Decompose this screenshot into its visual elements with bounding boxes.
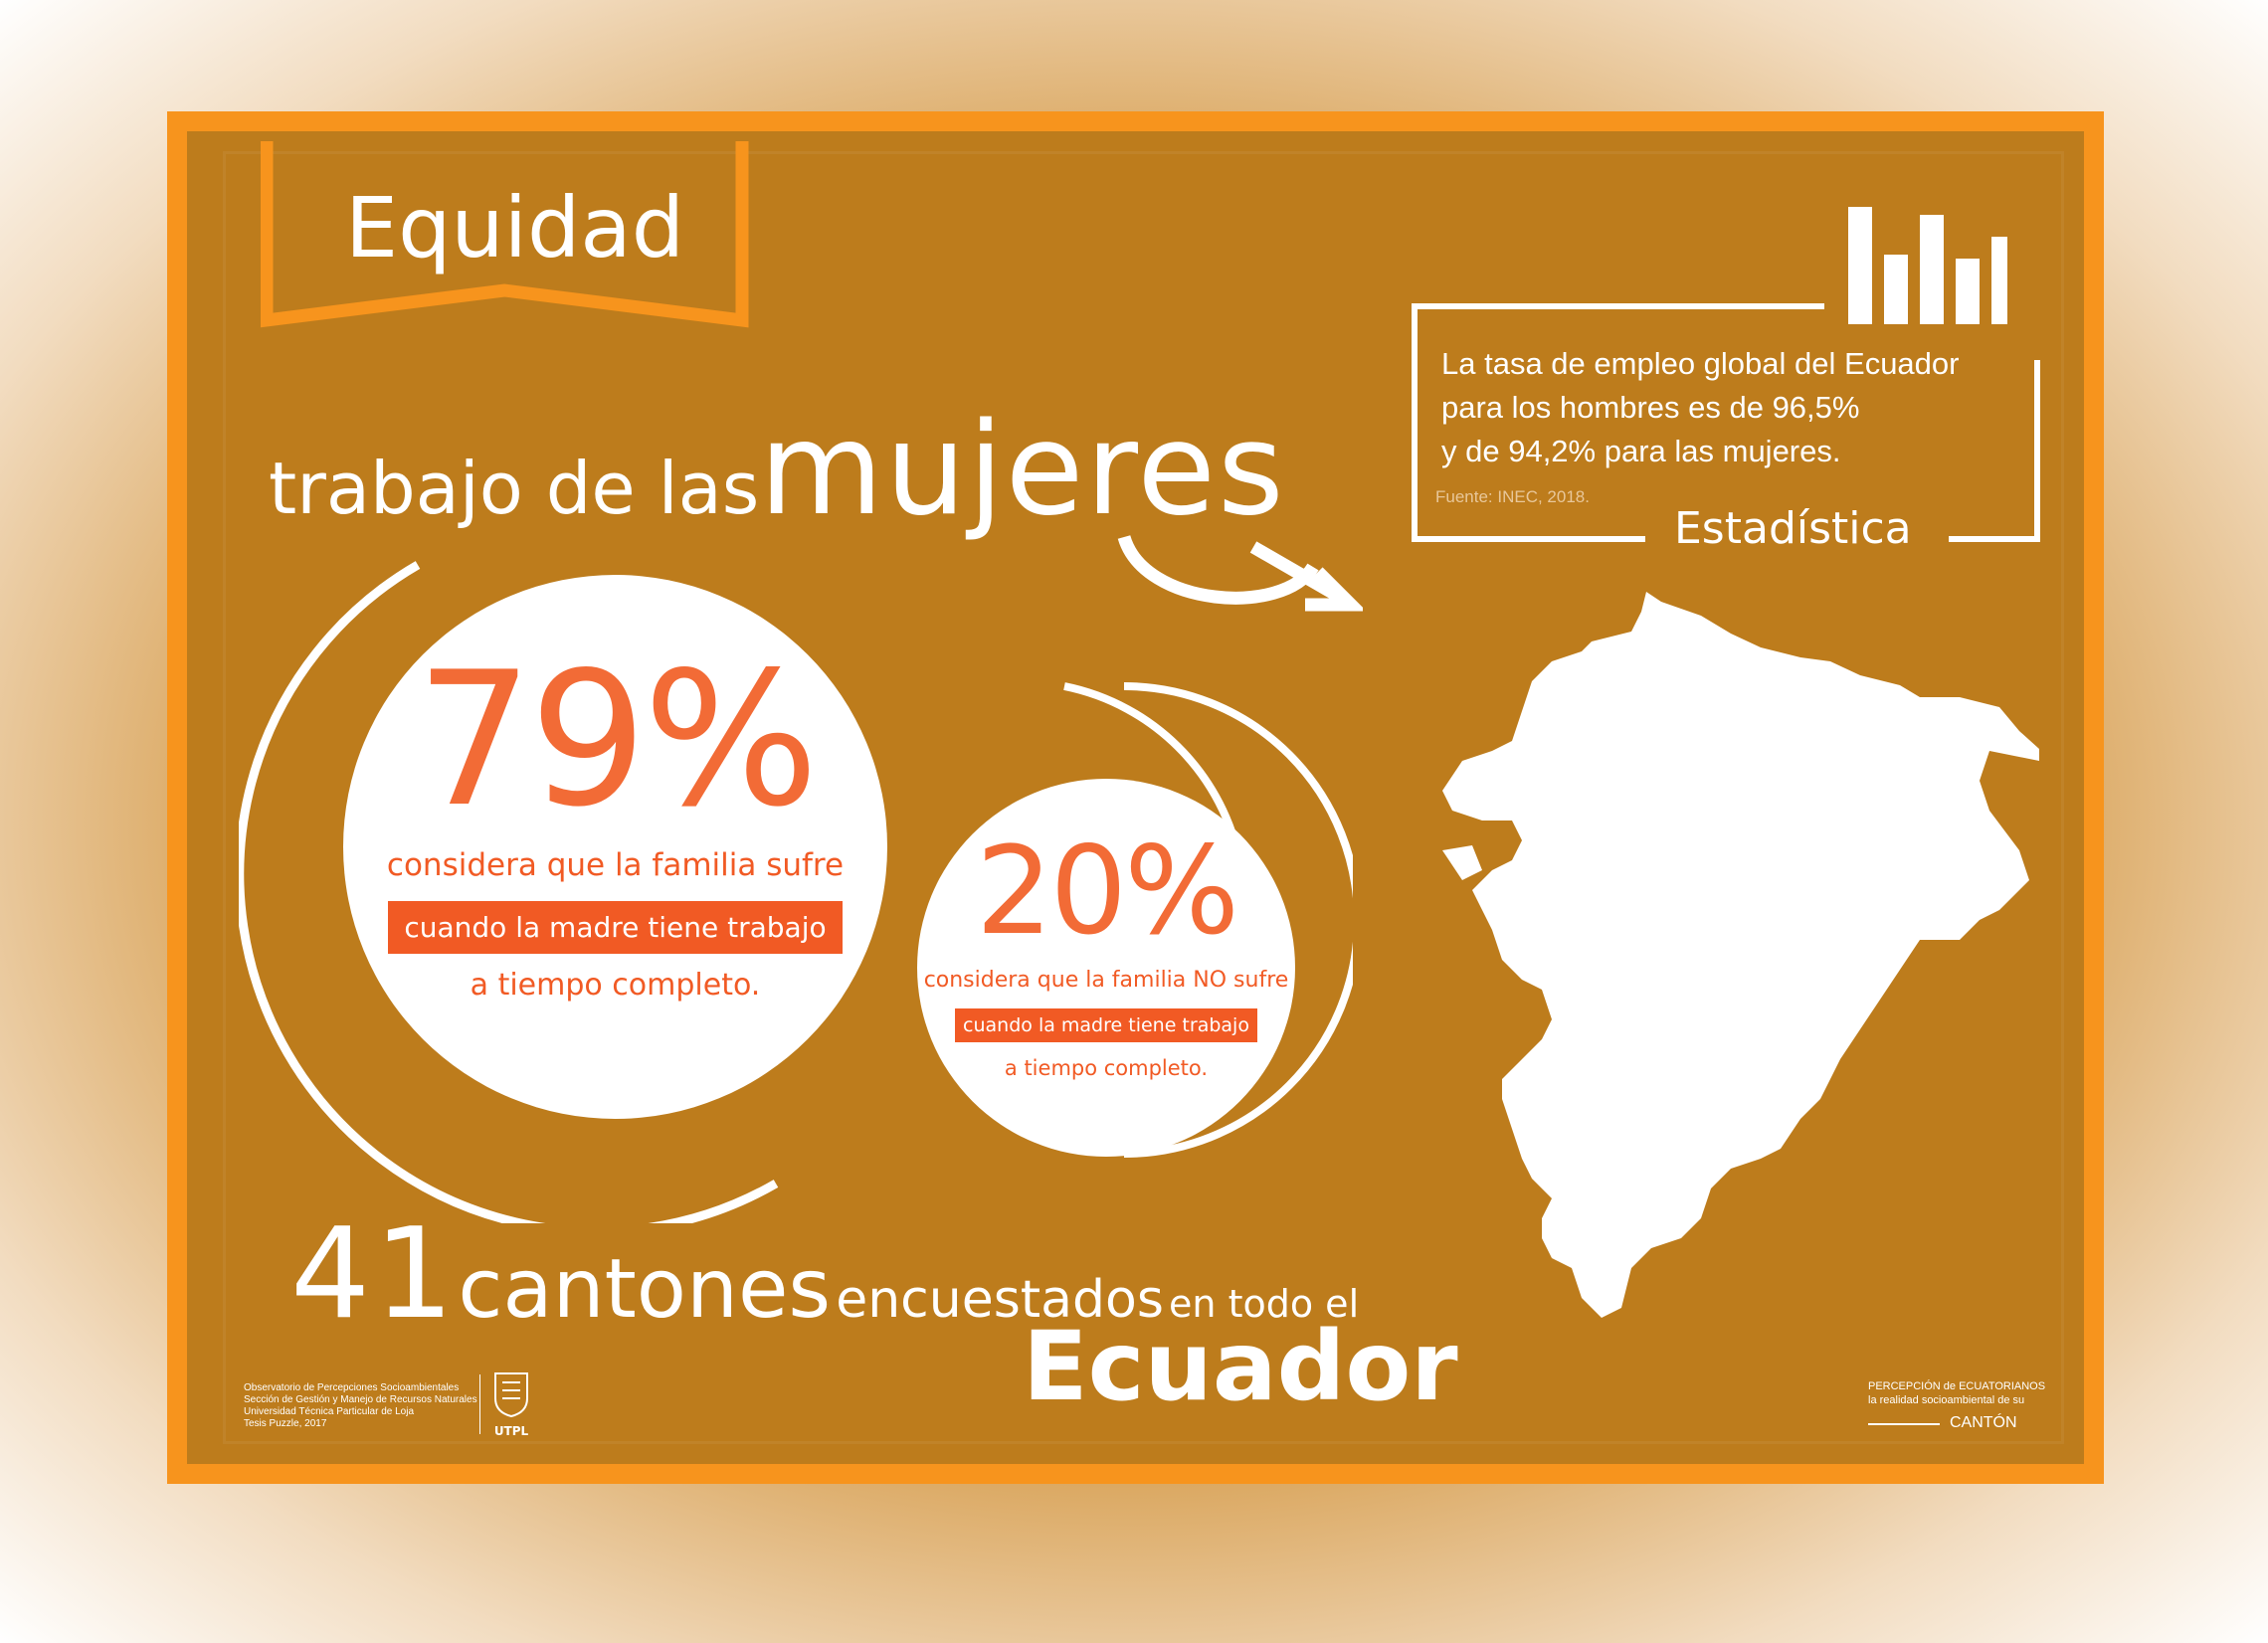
statistic-line: para los hombres es de 96,5% <box>1441 390 1860 425</box>
footer-credits: Observatorio de Percepciones Socioambien… <box>244 1382 477 1430</box>
utpl-logo-text: UTPL <box>493 1424 529 1438</box>
footer-brand: PERCEPCIÓN de ECUATORIANOS la realidad s… <box>1868 1380 2045 1432</box>
statistic-label: Estadística <box>1674 503 1912 554</box>
statistic-line: y de 94,2% para las mujeres. <box>1441 434 1841 468</box>
statistic-line: La tasa de empleo global del Ecuador <box>1441 346 1960 381</box>
footer-credit-line: Observatorio de Percepciones Socioambien… <box>244 1382 460 1393</box>
survey-country: Ecuador <box>1023 1311 1458 1422</box>
stat-79-line1: considera que la familia sufre <box>386 847 845 883</box>
statistic-source: Fuente: INEC, 2018. <box>1435 487 1590 506</box>
stat-79-circle: 79% considera que la familia sufre cuand… <box>343 575 887 1119</box>
stat-20-circle: 20% considera que la familia NO sufre cu… <box>917 779 1295 1157</box>
statistic-frame <box>1412 303 2040 542</box>
small-circle-arc <box>1123 682 1353 1158</box>
stat-20-line3: a tiempo completo. <box>1004 1056 1209 1080</box>
footer-credit-line: Tesis Puzzle, 2017 <box>244 1418 327 1429</box>
footer-credit-line: Universidad Técnica Particular de Loja <box>244 1406 415 1417</box>
headline-prefix: trabajo de las <box>269 447 760 530</box>
footer-brand-line1: PERCEPCIÓN de ECUATORIANOS <box>1868 1380 2046 1392</box>
stat-20-value: 20% <box>975 821 1239 962</box>
ecuador-map-icon <box>1442 592 2039 1318</box>
page-title: Equidad <box>345 179 685 276</box>
footer-separator <box>479 1374 480 1434</box>
title-ribbon <box>261 141 749 328</box>
stat-79-highlight: cuando la madre tiene trabajo <box>388 901 843 954</box>
footer-brand-line3: CANTÓN <box>1868 1414 2045 1432</box>
statistic-text: La tasa de empleo global del Ecuador par… <box>1441 342 1959 473</box>
headline-emphasis: mujeres <box>759 396 1286 544</box>
survey-tail: en todo el <box>1169 1282 1360 1326</box>
survey-verb: encuestados <box>836 1270 1164 1330</box>
footer-credit-line: Sección de Gestión y Manejo de Recursos … <box>244 1394 477 1405</box>
footer-brand-line2: la realidad socioambiental de su <box>1868 1394 2025 1406</box>
bar-chart-icon <box>1848 207 2007 324</box>
headline: trabajo de lasmujeres <box>269 396 1286 544</box>
utpl-logo: UTPL <box>487 1370 535 1438</box>
stat-20-line1: considera que la familia NO sufre <box>923 968 1289 993</box>
survey-line: 41cantones encuestados en todo el <box>290 1200 1359 1347</box>
survey-number: 41 <box>290 1200 459 1347</box>
stat-79-line3: a tiempo completo. <box>470 968 761 1003</box>
arrow-icon <box>1117 534 1363 612</box>
survey-word: cantones <box>458 1242 832 1337</box>
stat-79-value: 79% <box>415 632 819 847</box>
stat-20-highlight: cuando la madre tiene trabajo <box>955 1008 1257 1042</box>
utpl-shield-icon <box>494 1372 528 1418</box>
inner-frame <box>223 151 2064 1444</box>
